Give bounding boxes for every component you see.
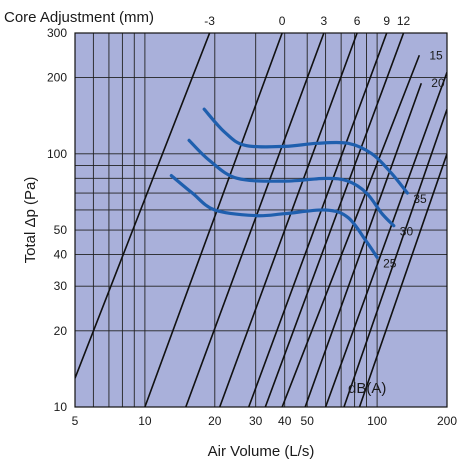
y-tick-label: 300 xyxy=(47,26,67,40)
noise-curve xyxy=(187,138,396,228)
core-adjustment-lines xyxy=(75,33,447,407)
y-tick-label: 100 xyxy=(47,147,67,161)
core-adjustment-line xyxy=(218,33,358,407)
core-adjustment-line xyxy=(281,54,421,407)
noise-curve-label: 30 xyxy=(400,225,414,239)
y-tick-label: 30 xyxy=(54,279,68,293)
y-axis-title: Total Δp (Pa) xyxy=(22,177,39,264)
noise-curve xyxy=(169,174,379,259)
core-adjustment-line xyxy=(343,108,447,407)
core-adjustment-label: 12 xyxy=(397,14,411,28)
core-adjustment-line xyxy=(304,82,423,407)
core-adjustment-label: 6 xyxy=(354,14,361,28)
core-adjustment-line xyxy=(144,33,283,407)
x-tick-label: 20 xyxy=(208,414,222,428)
core-adjustment-label: 15 xyxy=(429,48,443,62)
core-adjustment-line xyxy=(75,33,211,379)
core-adjustment-line xyxy=(264,33,405,407)
x-tick-label: 5 xyxy=(72,414,79,428)
plot-border xyxy=(74,32,448,408)
y-tick-label: 10 xyxy=(54,400,68,414)
core-adjustment-label: 0 xyxy=(279,14,286,28)
x-tick-label: 100 xyxy=(367,414,387,428)
grid xyxy=(75,33,447,407)
x-tick-label: 50 xyxy=(301,414,315,428)
y-tick-label: 50 xyxy=(54,223,68,237)
noise-curve-label: 25 xyxy=(383,256,397,270)
core-adjustment-label: -3 xyxy=(204,14,215,28)
y-tick-label: 20 xyxy=(54,324,68,338)
core-adjustment-line xyxy=(324,71,447,407)
x-tick-label: 10 xyxy=(138,414,152,428)
x-tick-label: 30 xyxy=(249,414,263,428)
x-tick-label: 200 xyxy=(437,414,457,428)
core-adjustment-label: 9 xyxy=(383,14,390,28)
dba-annotation: dB(A) xyxy=(348,380,386,397)
core-adjustment-label: 20 xyxy=(431,76,445,90)
x-tick-label: 40 xyxy=(278,414,292,428)
core-adjustment-label: 3 xyxy=(321,14,328,28)
y-tick-label: 40 xyxy=(54,248,68,262)
noise-curve-label: 35 xyxy=(413,192,427,206)
noise-curves xyxy=(169,107,409,259)
core-adjustment-line xyxy=(247,33,388,407)
noise-curve xyxy=(202,107,409,195)
x-axis-title: Air Volume (L/s) xyxy=(208,443,315,460)
top-axis-title: Core Adjustment (mm) xyxy=(4,9,154,26)
core-adjustment-line xyxy=(185,33,325,407)
y-tick-label: 200 xyxy=(47,71,67,85)
core-adjustment-line xyxy=(358,153,447,407)
